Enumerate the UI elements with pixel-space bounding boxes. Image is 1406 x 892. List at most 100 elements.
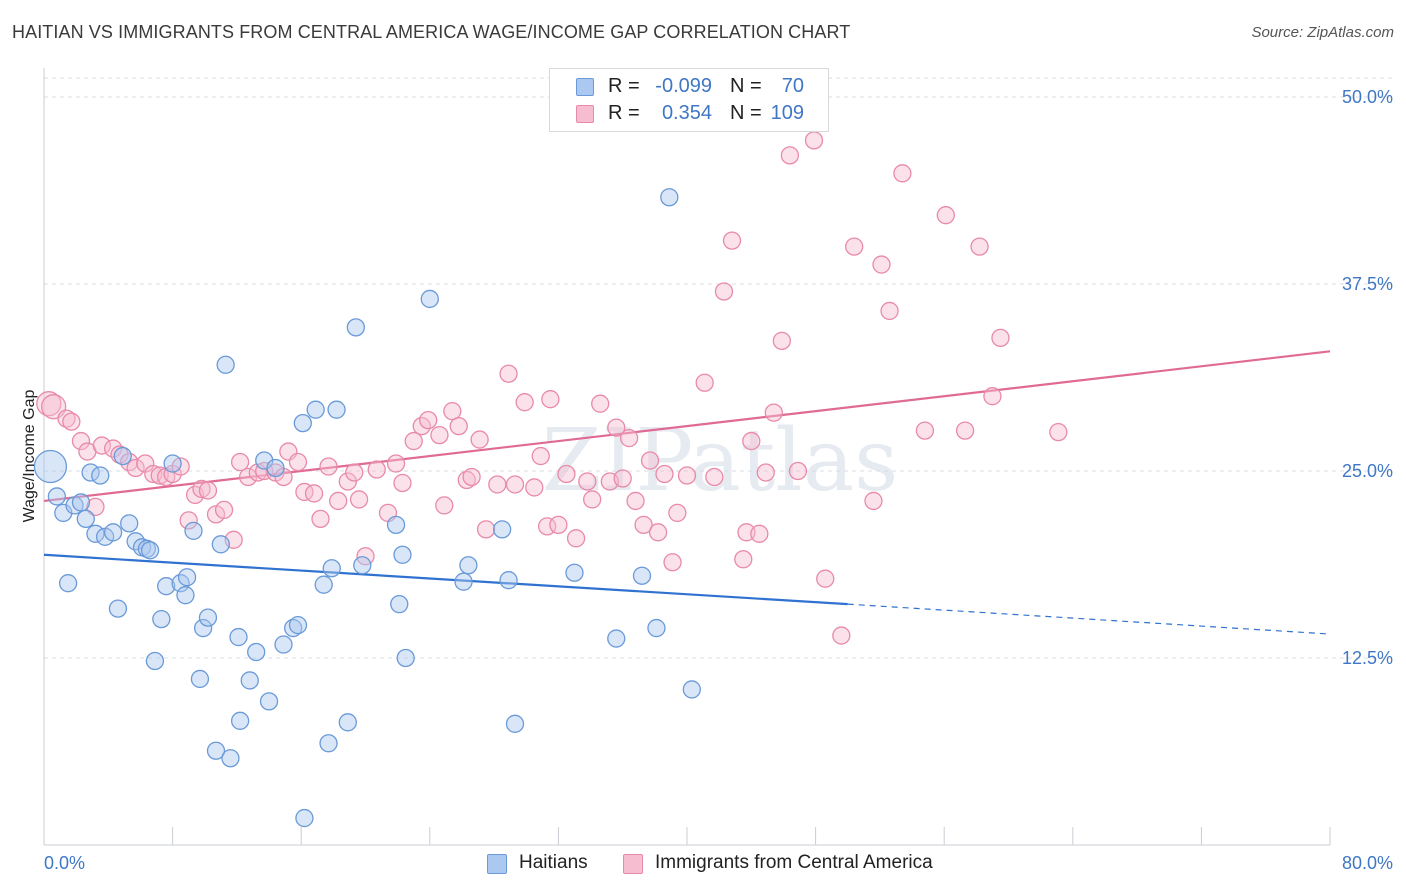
point-haitians <box>216 355 235 374</box>
point-central-america <box>505 475 525 494</box>
point-central-america <box>677 466 697 485</box>
point-haitians <box>314 575 333 594</box>
point-haitians <box>660 188 679 207</box>
point-central-america <box>557 464 576 484</box>
point-central-america <box>668 503 687 523</box>
point-central-america <box>915 421 935 440</box>
legend-swatch-central-america <box>576 105 594 123</box>
point-central-america <box>476 520 496 539</box>
point-haitians <box>103 523 123 542</box>
point-central-america <box>230 452 250 472</box>
point-haitians <box>338 713 357 732</box>
point-central-america <box>349 490 369 509</box>
point-central-america <box>71 431 91 451</box>
point-central-america <box>591 394 610 413</box>
point-central-america <box>62 412 81 431</box>
point-central-america <box>404 431 423 451</box>
point-haitians <box>206 741 226 760</box>
legend: R = -0.099 N = 70 R = 0.354 N = 109 <box>549 68 829 132</box>
point-central-america <box>634 515 653 535</box>
point-central-america <box>607 418 626 437</box>
point-haitians <box>492 520 512 539</box>
point-haitians <box>184 521 203 540</box>
point-haitians <box>230 711 250 730</box>
point-central-america <box>239 467 258 487</box>
legend-n-label: N = <box>730 75 762 97</box>
point-central-america <box>541 390 560 409</box>
watermark: ZIPatlas <box>542 411 898 511</box>
point-haitians <box>193 618 213 638</box>
bottom-legend-label-central-america: Immigrants from Central America <box>655 852 933 873</box>
point-haitians <box>390 594 409 614</box>
point-haitians <box>505 714 525 733</box>
point-haitians <box>284 618 303 638</box>
point-haitians <box>647 618 666 638</box>
point-central-america <box>531 446 550 466</box>
point-haitians <box>353 556 372 575</box>
point-central-america <box>780 146 800 165</box>
point-central-america <box>86 497 105 517</box>
point-central-america <box>457 470 476 490</box>
point-haitians <box>295 808 314 828</box>
point-central-america <box>525 478 544 497</box>
point-central-america <box>470 430 489 449</box>
point-central-america <box>742 431 761 451</box>
point-central-america <box>695 373 714 392</box>
point-central-america <box>36 391 62 417</box>
trend-line-haitians-extension <box>847 603 1331 635</box>
point-haitians <box>76 509 95 529</box>
point-central-america <box>640 451 660 470</box>
point-central-america <box>578 472 597 491</box>
point-haitians <box>190 669 210 689</box>
point-haitians <box>306 400 325 419</box>
point-haitians <box>152 609 171 629</box>
point-haitians <box>163 454 182 473</box>
point-central-america <box>311 509 330 529</box>
bottom-legend-swatch-central-america <box>623 854 643 874</box>
point-haitians <box>157 577 176 596</box>
point-central-america <box>329 491 348 511</box>
point-central-america <box>419 410 438 430</box>
point-central-america <box>714 282 734 301</box>
point-central-america <box>319 457 338 476</box>
point-haitians <box>499 571 518 590</box>
point-haitians <box>266 458 285 478</box>
legend-r-label: R = <box>608 75 640 97</box>
point-central-america <box>92 436 112 455</box>
point-central-america <box>756 463 775 482</box>
point-central-america <box>386 454 406 473</box>
point-central-america <box>722 231 742 250</box>
point-haitians <box>198 608 218 627</box>
y-axis-label: Wage/Income Gap <box>21 390 38 523</box>
point-central-america <box>705 467 724 487</box>
x-tick-label: 80.0% <box>1342 853 1393 873</box>
point-haitians <box>33 449 68 484</box>
point-central-america <box>549 515 568 535</box>
point-central-america <box>955 421 975 440</box>
legend-r-label: R = <box>608 102 640 124</box>
point-central-america <box>367 460 386 479</box>
point-central-america <box>804 131 824 150</box>
point-central-america <box>880 301 899 321</box>
point-haitians <box>140 541 160 560</box>
point-central-america <box>126 458 145 478</box>
point-central-america <box>214 500 234 520</box>
x-tick-label: 0.0% <box>44 853 85 873</box>
point-central-america <box>788 461 808 481</box>
point-central-america <box>345 463 364 482</box>
point-haitians <box>120 514 139 533</box>
point-central-america <box>663 553 682 572</box>
y-tick-label: 12.5% <box>1342 648 1393 668</box>
trend-line-central-america <box>43 350 1331 503</box>
point-haitians <box>58 574 78 593</box>
point-central-america <box>583 490 602 509</box>
legend-r-value: 0.354 <box>661 102 712 124</box>
point-haitians <box>221 749 240 768</box>
point-central-america <box>936 206 955 225</box>
point-central-america <box>970 237 989 256</box>
point-central-america <box>613 469 632 488</box>
point-haitians <box>396 648 415 668</box>
legend-r-value: -0.099 <box>655 75 712 97</box>
point-central-america <box>430 425 449 445</box>
point-central-america <box>57 409 76 428</box>
